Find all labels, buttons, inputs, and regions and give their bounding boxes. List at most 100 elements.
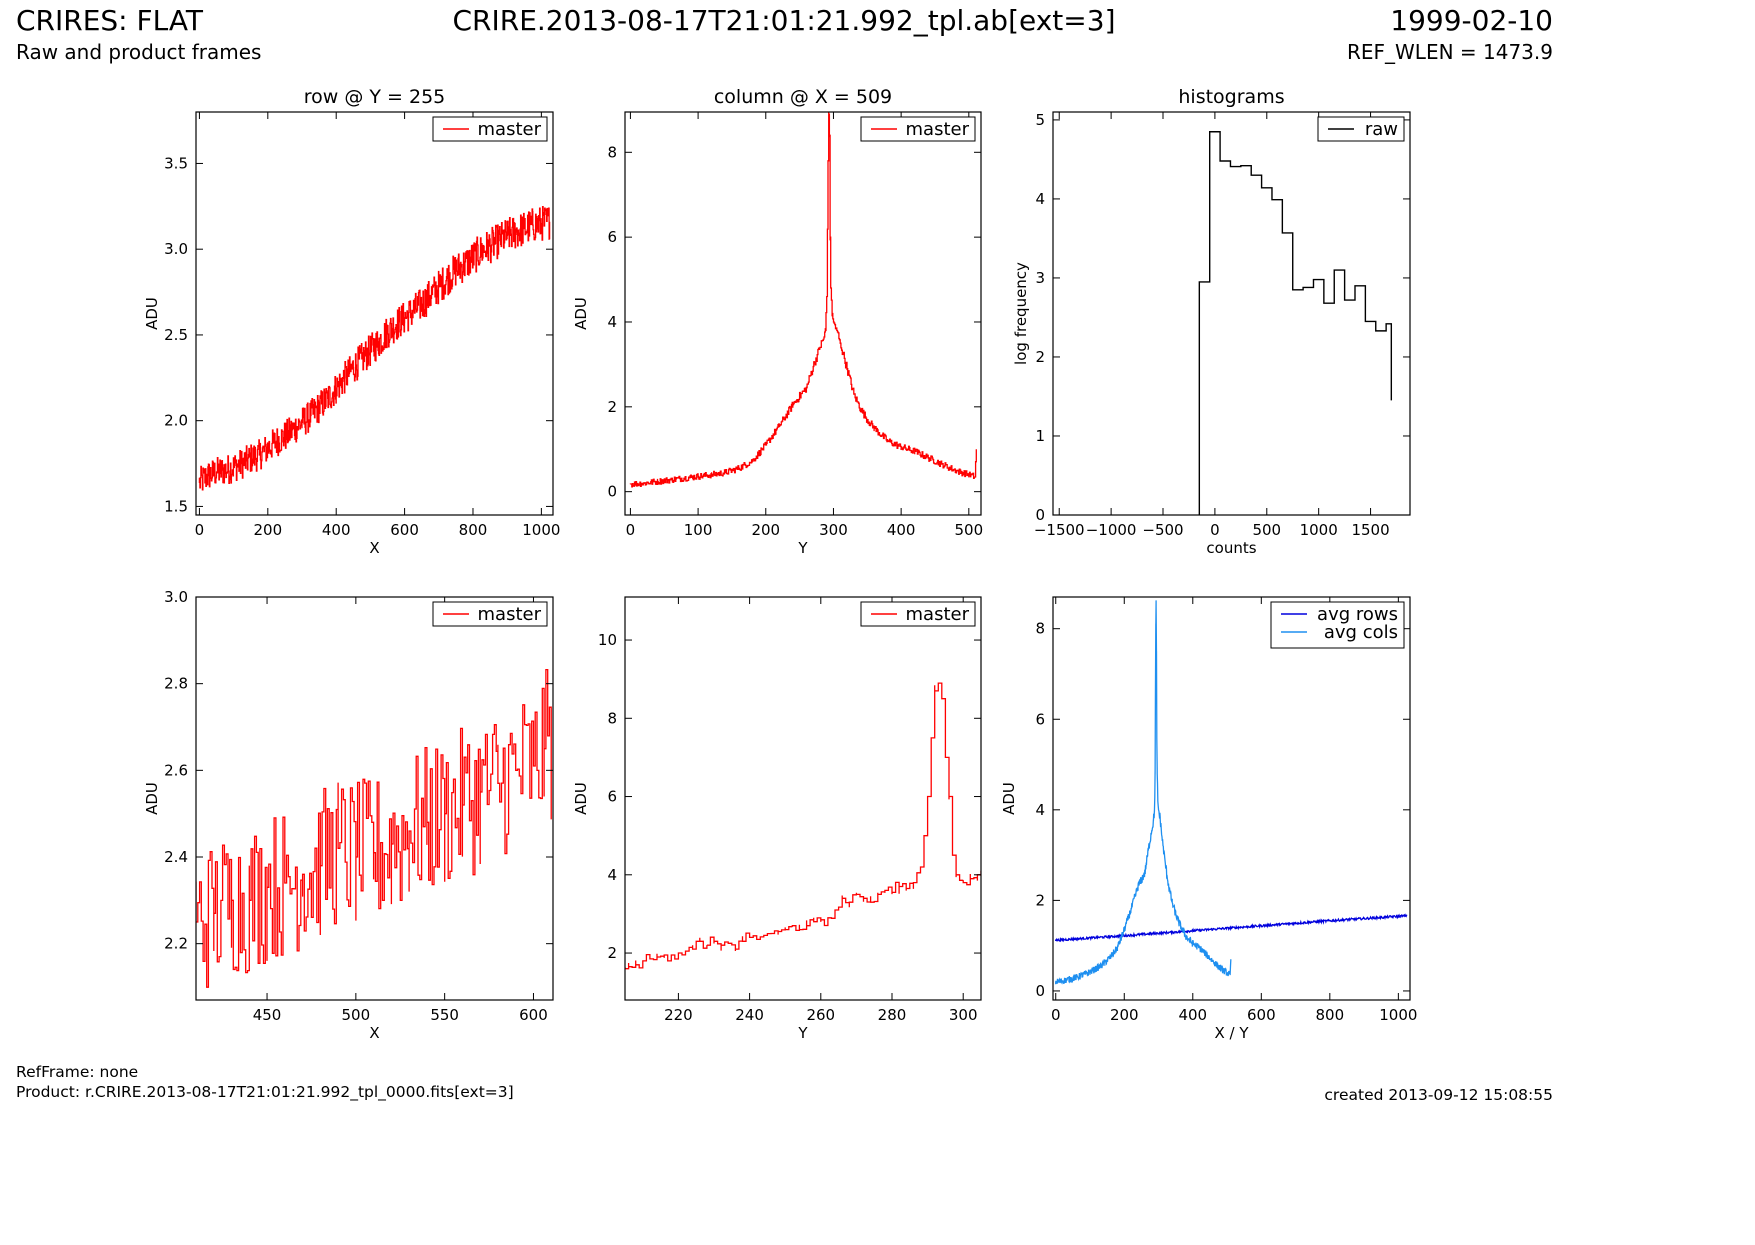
x-tick-label: 1500 bbox=[1351, 521, 1389, 539]
legend-label: master bbox=[906, 604, 970, 625]
legend-box bbox=[432, 601, 548, 627]
y-tick-label: 1 bbox=[1035, 427, 1045, 445]
y-tick-label: 6 bbox=[607, 788, 617, 806]
x-axis-label: X bbox=[369, 539, 379, 557]
x-tick-label: 0 bbox=[1051, 1006, 1061, 1024]
legend-box bbox=[1270, 601, 1405, 649]
panel-row: 0 200 400 600 800 1000 1.5 2.0 2.5 3.0 3.5 row @ Y … bbox=[143, 86, 560, 557]
series-avg-cols bbox=[1055, 600, 1232, 985]
axes-frame bbox=[195, 596, 554, 1001]
figure-title: CRIRES: FLAT bbox=[16, 4, 203, 37]
panel-title: row @ Y = 255 bbox=[304, 86, 446, 108]
y-tick-label: 2 bbox=[1035, 891, 1045, 909]
ref-wlen-label: REF_WLEN = 1473.9 bbox=[1346, 40, 1553, 64]
y-tick-label: 0 bbox=[1035, 506, 1045, 524]
figure-subtitle: Raw and product frames bbox=[16, 40, 262, 64]
x-tick-label: 1000 bbox=[522, 521, 560, 539]
product-label: Product: r.CRIRE.2013-08-17T21:01:21.992… bbox=[16, 1083, 514, 1101]
panel-column: 0 100 200 300 400 500 0 2 4 6 8 column @ X = 509 Y AD… bbox=[572, 86, 983, 557]
legend: master bbox=[432, 601, 548, 627]
series-master bbox=[198, 205, 551, 491]
x-tick-label: 800 bbox=[459, 521, 488, 539]
series-master bbox=[196, 668, 552, 988]
x-tick-label: 260 bbox=[806, 1006, 835, 1024]
y-axis-label: ADU bbox=[572, 297, 590, 330]
panel-hist: −1500 −1000 −500 0 500 1000 1500 0 1 2 3 4 5 histogra… bbox=[1012, 86, 1411, 557]
x-tick-label: 600 bbox=[1247, 1006, 1276, 1024]
x-tick-label: 240 bbox=[735, 1006, 764, 1024]
plot-area-column-zoom bbox=[625, 682, 981, 970]
y-tick-label: 4 bbox=[607, 313, 617, 331]
y-tick-label: 4 bbox=[1035, 801, 1045, 819]
series-master bbox=[625, 682, 981, 970]
panel-row-zoom: 450 500 550 600 2.2 2.4 2.6 2.8 3.0 X ADU master bbox=[143, 588, 554, 1042]
x-axis-label: counts bbox=[1206, 539, 1256, 557]
y-tick-label: 4 bbox=[1035, 190, 1045, 208]
y-tick-label: 2.8 bbox=[164, 675, 188, 693]
y-tick-label: 2 bbox=[607, 398, 617, 416]
y-tick-label: 8 bbox=[1035, 620, 1045, 638]
x-tick-label: 280 bbox=[878, 1006, 907, 1024]
x-tick-label: 400 bbox=[1178, 1006, 1207, 1024]
y-tick-label: 2.4 bbox=[164, 848, 188, 866]
y-tick-label: 2.2 bbox=[164, 935, 188, 953]
x-tick-label: 0 bbox=[626, 521, 636, 539]
y-tick-label: 4 bbox=[607, 866, 617, 884]
y-tick-label: 0 bbox=[607, 483, 617, 501]
plot-area-column bbox=[629, 112, 977, 488]
x-tick-label: 500 bbox=[1252, 521, 1281, 539]
x-tick-label: 200 bbox=[1110, 1006, 1139, 1024]
plot-area-averages bbox=[1055, 600, 1408, 985]
plot-area-row bbox=[198, 205, 551, 491]
x-tick-label: 450 bbox=[253, 1006, 282, 1024]
x-tick-label: −1500 bbox=[1034, 521, 1085, 539]
legend-label: master bbox=[478, 604, 542, 625]
axes-frame bbox=[624, 111, 982, 516]
y-tick-label: 5 bbox=[1035, 111, 1045, 129]
y-tick-label: 8 bbox=[607, 143, 617, 161]
x-tick-label: 200 bbox=[253, 521, 282, 539]
x-axis-label: Y bbox=[797, 1024, 808, 1042]
legend-label: master bbox=[906, 119, 970, 140]
y-axis-label: log frequency bbox=[1012, 262, 1030, 365]
x-tick-label: 600 bbox=[519, 1006, 548, 1024]
x-tick-label: 400 bbox=[322, 521, 351, 539]
y-tick-label: 2.5 bbox=[164, 326, 188, 344]
ref-frame-label: RefFrame: none bbox=[16, 1063, 139, 1081]
date-label: 1999-02-10 bbox=[1390, 4, 1553, 37]
y-tick-label: 6 bbox=[607, 228, 617, 246]
panel-title: column @ X = 509 bbox=[714, 86, 892, 108]
x-tick-label: 500 bbox=[342, 1006, 371, 1024]
y-axis-label: ADU bbox=[1000, 782, 1018, 815]
legend-label: master bbox=[478, 119, 542, 140]
x-tick-label: 500 bbox=[954, 521, 983, 539]
x-tick-label: 200 bbox=[751, 521, 780, 539]
x-tick-label: 0 bbox=[1210, 521, 1220, 539]
x-tick-label: 220 bbox=[664, 1006, 693, 1024]
x-tick-label: 0 bbox=[195, 521, 205, 539]
legend-label: raw bbox=[1365, 119, 1398, 140]
x-axis-label: Y bbox=[797, 539, 808, 557]
legend: raw bbox=[1317, 116, 1405, 142]
x-tick-label: 550 bbox=[430, 1006, 459, 1024]
x-tick-label: 1000 bbox=[1300, 521, 1338, 539]
y-tick-label: 2.6 bbox=[164, 761, 188, 779]
plot-area-row-zoom bbox=[196, 668, 552, 988]
y-tick-label: 1.5 bbox=[164, 497, 188, 515]
y-tick-label: 3.0 bbox=[164, 588, 188, 606]
x-tick-label: 600 bbox=[390, 521, 419, 539]
y-tick-label: 6 bbox=[1035, 710, 1045, 728]
x-tick-label: 1000 bbox=[1379, 1006, 1417, 1024]
series-avg-rows bbox=[1055, 913, 1408, 943]
axes-frame bbox=[624, 596, 982, 1001]
y-tick-label: 2 bbox=[607, 944, 617, 962]
y-tick-label: 0 bbox=[1035, 982, 1045, 1000]
legend: master bbox=[432, 116, 548, 142]
x-tick-label: 300 bbox=[949, 1006, 978, 1024]
panel-averages: 0 200 400 600 800 1000 0 2 4 6 8 X / Y ADU avg rowsav… bbox=[1000, 596, 1417, 1042]
x-tick-label: −1000 bbox=[1086, 521, 1137, 539]
y-tick-label: 3.5 bbox=[164, 154, 188, 172]
x-tick-label: 800 bbox=[1316, 1006, 1345, 1024]
axes-frame bbox=[1052, 111, 1411, 516]
